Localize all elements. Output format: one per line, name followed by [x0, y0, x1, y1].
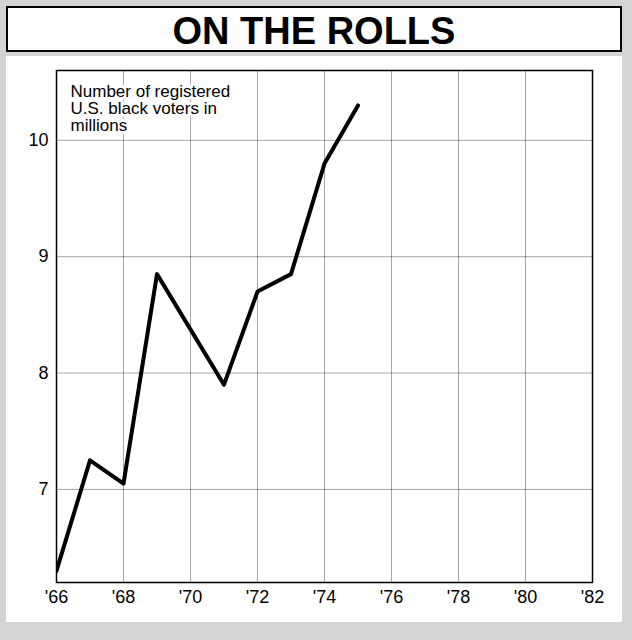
svg-text:10: 10	[28, 130, 48, 150]
svg-text:'70: '70	[179, 587, 202, 607]
svg-text:Number of registeredU.S. black: Number of registeredU.S. black voters in…	[71, 82, 231, 135]
svg-text:'68: '68	[112, 587, 135, 607]
svg-text:'82: '82	[581, 587, 604, 607]
svg-text:8: 8	[38, 363, 48, 383]
svg-text:'78: '78	[447, 587, 470, 607]
svg-text:9: 9	[38, 246, 48, 266]
svg-text:'74: '74	[313, 587, 336, 607]
html-text:ON THE ROLLS: ON THE ROLLS	[172, 10, 456, 52]
svg-text:'66: '66	[45, 587, 68, 607]
svg-text:'76: '76	[380, 587, 403, 607]
svg-text:'80: '80	[514, 587, 537, 607]
svg-text:'72: '72	[246, 587, 269, 607]
svg-text:7: 7	[38, 479, 48, 499]
